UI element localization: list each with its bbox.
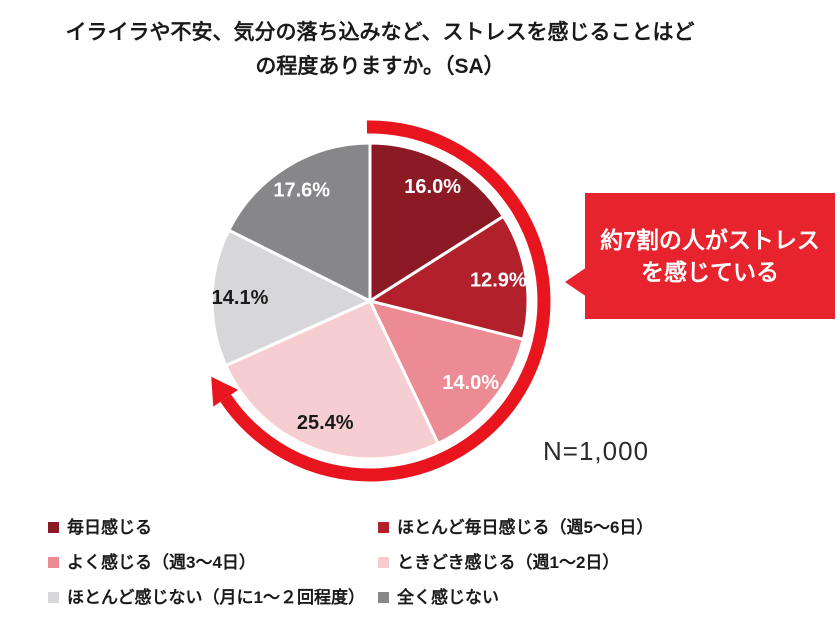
highlight-arc (220, 120, 551, 482)
page-title-line1: イライラや不安、気分の落ち込みなど、ストレスを感じることはど (65, 21, 695, 44)
legend: 毎日感じる ほとんど毎日感じる（週5～6日） よく感じる（週3～4日） ときどき… (48, 516, 818, 609)
legend-label: 全く感じない (397, 588, 499, 607)
legend-item-never: 全く感じない (378, 586, 818, 609)
slice-value-label: 17.6% (273, 179, 330, 201)
highlight-arc-arrowhead-icon (211, 376, 239, 407)
pie-slice (368, 141, 505, 303)
legend-item-sometimes: ときどき感じる（週1～2日） (378, 551, 818, 574)
pie-slice (224, 299, 440, 461)
pie-slice (227, 141, 372, 303)
slice-value-label: 16.0% (404, 176, 461, 198)
pie-slice (368, 214, 530, 341)
page-title: イライラや不安、気分の落ち込みなど、ストレスを感じることはど の程度ありますか。… (0, 16, 760, 84)
legend-label: 毎日感じる (67, 518, 152, 537)
legend-swatch-icon (48, 557, 59, 568)
pie-slice (210, 228, 372, 368)
legend-swatch-icon (378, 522, 389, 533)
legend-label: ほとんど感じない（月に1～２回程度） (67, 588, 365, 607)
legend-item-every-day: 毎日感じる (48, 516, 378, 539)
page-title-line2: の程度ありますか。（SA） (255, 55, 505, 78)
legend-swatch-icon (378, 592, 389, 603)
slice-value-label: 25.4% (297, 412, 354, 434)
sample-size-label: N=1,000 (543, 436, 650, 466)
legend-item-rarely: ほとんど感じない（月に1～２回程度） (48, 586, 378, 609)
legend-label: よく感じる（週3～4日） (67, 553, 256, 572)
legend-label: ほとんど毎日感じる（週5～6日） (397, 518, 654, 537)
legend-item-often: よく感じる（週3～4日） (48, 551, 378, 574)
legend-swatch-icon (378, 557, 389, 568)
slice-value-label: 14.0% (442, 372, 499, 394)
pie-slice (368, 299, 525, 446)
slice-value-label: 12.9% (470, 269, 527, 291)
callout-tail (565, 267, 587, 297)
legend-item-almost-every-day: ほとんど毎日感じる（週5～6日） (378, 516, 818, 539)
legend-swatch-icon (48, 592, 59, 603)
legend-swatch-icon (48, 522, 59, 533)
legend-label: ときどき感じる（週1～2日） (397, 553, 620, 572)
callout-line1: 約7割の人がストレス (600, 226, 820, 253)
callout-line2: を感じている (641, 259, 779, 285)
callout-bubble: 約7割の人がストレス を感じている (565, 193, 835, 319)
slice-value-label: 14.1% (212, 287, 269, 309)
